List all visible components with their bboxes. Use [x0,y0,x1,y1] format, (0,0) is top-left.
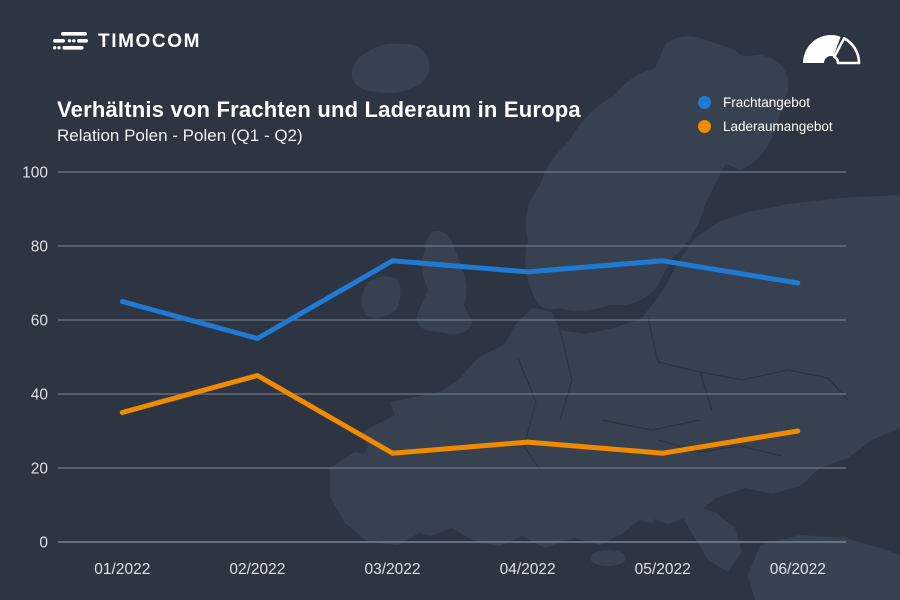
legend-item-frachtangebot: Frachtangebot [698,94,833,110]
y-tick-label: 60 [31,313,49,330]
legend-label: Laderaumangebot [723,118,833,134]
x-tick-label: 03/2022 [364,561,420,578]
legend-item-laderaumangebot: Laderaumangebot [698,118,833,134]
timocom-truck-icon [53,32,88,50]
chart-subtitle: Relation Polen - Polen (Q1 - Q2) [57,126,303,145]
y-tick-label: 40 [31,387,49,404]
y-tick-label: 100 [22,165,48,182]
x-tick-label: 04/2022 [500,561,556,578]
y-tick-label: 20 [31,461,49,478]
barometer-gauge-icon [800,30,862,71]
laderaumangebot-dot-icon [698,119,711,133]
y-tick-label: 80 [31,239,49,256]
chart-legend: Frachtangebot Laderaumangebot [698,94,833,134]
series-line-laderaumangebot [119,373,801,456]
x-tick-label: 01/2022 [94,561,150,578]
chart-title: Verhältnis von Frachten und Laderaum in … [57,97,581,122]
x-tick-label: 02/2022 [229,561,285,578]
x-tick-label: 06/2022 [770,561,826,578]
x-tick-label: 05/2022 [635,561,691,578]
legend-label: Frachtangebot [723,94,811,110]
series-line-frachtangebot [119,258,801,341]
y-tick-label: 0 [39,535,48,552]
frachtangebot-dot-icon [698,95,711,109]
timocom-logo: TIMOCOM [52,31,201,53]
logo-wordmark: TIMOCOM [98,31,202,52]
